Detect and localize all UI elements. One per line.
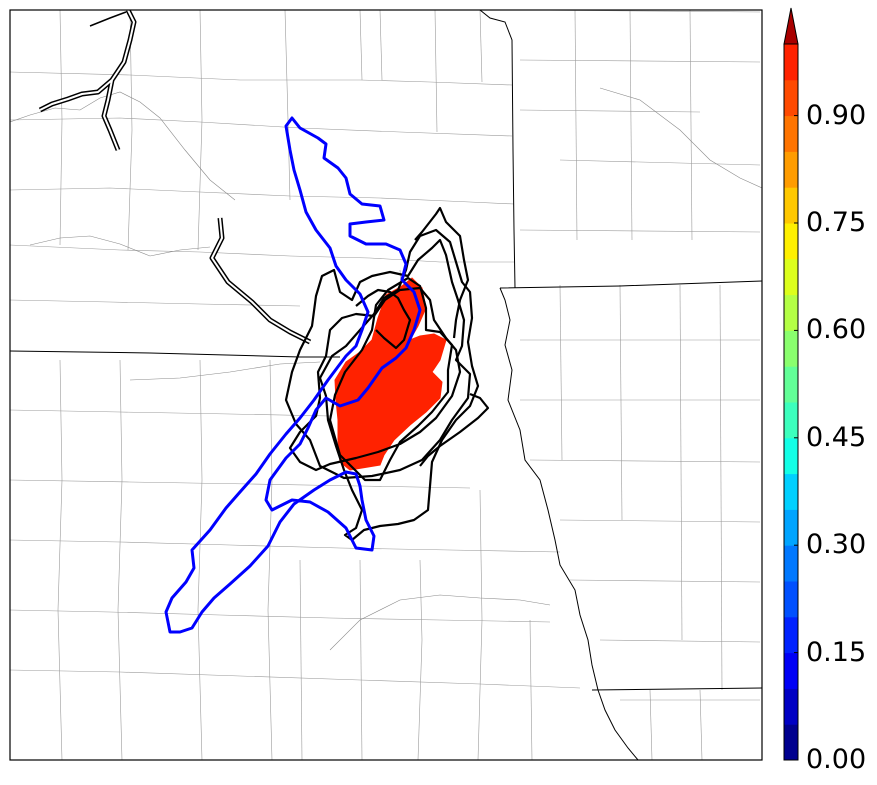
minor-rivers <box>10 87 762 651</box>
county-boundaries <box>10 10 761 760</box>
colorbar-tick-label: 0.60 <box>806 314 867 346</box>
colorbar <box>783 7 799 761</box>
colorbar-extend-triangle <box>783 7 799 45</box>
colorbar-segment <box>784 151 798 188</box>
colorbar-segment <box>784 294 798 331</box>
colorbar-segment <box>784 473 798 510</box>
major-river <box>38 10 312 345</box>
colorbar-segment <box>784 688 798 725</box>
colorbar-tick-label: 0.45 <box>806 421 867 453</box>
colorbar-segment <box>784 330 798 367</box>
colorbar-segment <box>784 437 798 475</box>
member-contours <box>284 206 490 542</box>
colorbar-segment <box>784 545 798 582</box>
colorbar-segment <box>784 616 798 654</box>
colorbar-tick-label: 0.90 <box>806 99 867 131</box>
colorbar-tick-label: 0.30 <box>806 529 867 561</box>
observed-contour <box>164 116 422 634</box>
colorbar-segment <box>784 115 798 152</box>
colorbar-tick-label: 0.75 <box>806 207 867 238</box>
colorbar-segment <box>784 44 798 81</box>
colorbar-outline <box>783 43 799 761</box>
probability-area <box>334 277 447 471</box>
colorbar-segment <box>784 187 798 224</box>
colorbar-segment <box>784 509 798 546</box>
map-frame <box>9 9 763 761</box>
colorbar-ticks <box>794 115 798 761</box>
colorbar-segments <box>784 44 798 761</box>
colorbar-segment <box>784 402 798 439</box>
colorbar-segment <box>784 724 798 761</box>
colorbar-segment <box>784 366 798 403</box>
colorbar-segment <box>784 258 798 296</box>
colorbar-segment <box>784 652 798 689</box>
colorbar-segment <box>784 223 798 260</box>
colorbar-segment <box>784 581 798 618</box>
colorbar-tick-label: 0.15 <box>806 636 867 668</box>
colorbar-segment <box>784 79 798 117</box>
colorbar-tick-label: 0.00 <box>806 744 867 775</box>
state-boundaries <box>10 10 762 760</box>
